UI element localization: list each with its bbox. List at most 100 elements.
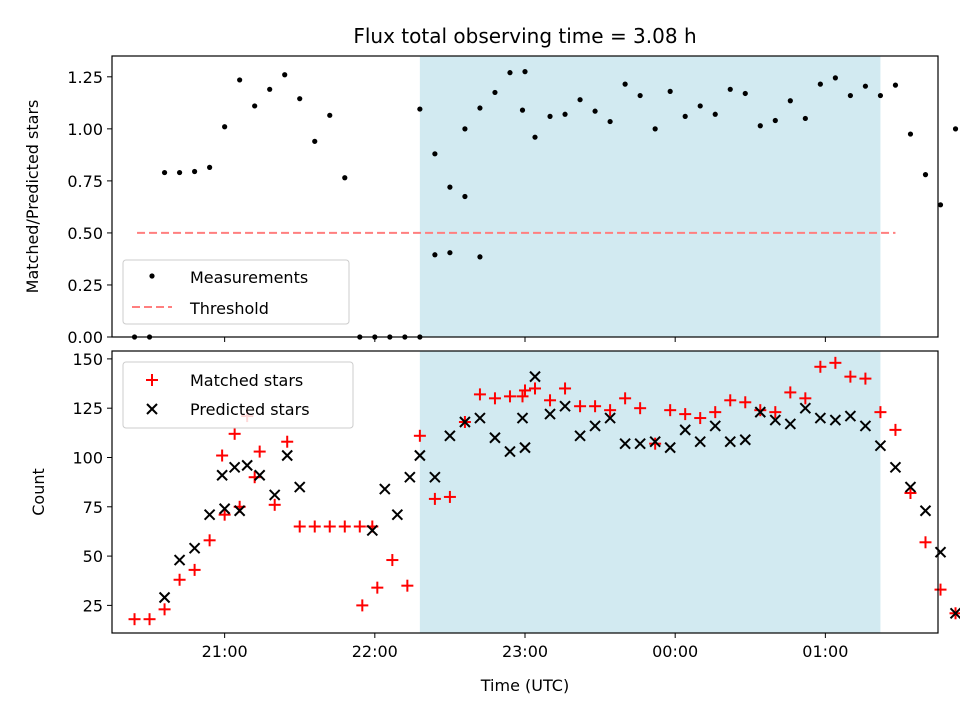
matched-stars-point: [473, 388, 486, 401]
predicted-stars-point: [829, 414, 842, 426]
predicted-stars-point: [559, 400, 571, 412]
measurement-point: [817, 81, 823, 87]
measurement-point: [492, 89, 498, 96]
matched-stars-point: [784, 386, 797, 399]
top-panel-data: [131, 69, 959, 340]
y-tick-label: 100: [72, 448, 103, 467]
predicted-stars-point: [173, 554, 186, 566]
matched-stars-point: [216, 449, 229, 462]
predicted-stars-point: [679, 424, 691, 436]
measurement-point: [297, 96, 303, 102]
predicted-stars-point: [404, 471, 416, 483]
measurement-point: [847, 92, 853, 99]
matched-stars-point: [589, 400, 602, 413]
measurement-point: [562, 111, 568, 117]
y-tick-label: 25: [83, 596, 103, 615]
predicted-stars-point: [516, 412, 529, 424]
top-panel-ticks: 0.00 0.25 0.50 0.75 1.00 1.25: [67, 68, 826, 347]
measurement-point: [667, 88, 673, 94]
matched-stars-point: [268, 498, 281, 511]
measurement-point: [877, 92, 884, 99]
matched-stars-point: [356, 599, 369, 612]
predicted-stars-point: [799, 402, 812, 414]
y-tick-label: 0.00: [67, 328, 103, 347]
predicted-stars-point: [228, 461, 241, 474]
matched-stars-point: [516, 390, 529, 403]
y-tick-label: 150: [72, 350, 103, 369]
bottom-panel: 25 50 75 100 125 150 21:00 22:00 23:00 00:00 01:00…: [29, 350, 960, 695]
measurement-point: [802, 115, 808, 122]
matched-stars-point: [574, 400, 587, 413]
matched-stars-point: [904, 486, 917, 499]
measurement-point: [547, 113, 553, 119]
measurement-point: [222, 124, 228, 130]
matched-stars-point: [874, 406, 887, 419]
y-tick-label: 1.25: [67, 68, 103, 87]
matched-stars-point: [218, 508, 231, 521]
predicted-stars-point: [366, 524, 379, 537]
measurement-point: [922, 172, 929, 178]
predicted-stars-point: [709, 420, 721, 432]
legend-box: [122, 361, 354, 429]
legend-label-measurements: Measurements: [190, 268, 308, 287]
matched-stars-point: [488, 392, 501, 405]
matched-stars-point: [679, 408, 692, 421]
y-tick-label: 50: [83, 547, 103, 566]
matched-stars-point: [559, 382, 572, 395]
measurement-point: [447, 250, 453, 256]
matched-stars-point: [754, 404, 767, 417]
measurement-point: [787, 98, 793, 104]
matched-stars-point: [829, 356, 842, 369]
measurement-point: [477, 254, 483, 260]
matched-stars-point: [664, 404, 677, 417]
predicted-stars-point: [529, 370, 541, 383]
predicted-stars-point: [544, 408, 556, 420]
predicted-stars-point: [724, 436, 736, 448]
measurement-point: [742, 90, 748, 97]
predicted-stars-point: [414, 449, 426, 462]
predicted-stars-point: [769, 414, 782, 426]
matched-stars-point: [428, 492, 441, 505]
predicted-stars-point: [203, 508, 216, 521]
measurement-point: [892, 82, 899, 88]
measurement-point: [937, 202, 944, 208]
legend-x-marker: [146, 403, 158, 415]
matched-stars-point: [503, 390, 516, 403]
top-panel-observing-window: [419, 56, 881, 337]
matched-stars-point: [338, 520, 351, 533]
predicted-stars-point: [814, 412, 827, 424]
measurement-point: [682, 113, 688, 119]
measurement-point: [342, 175, 348, 181]
predicted-stars-point: [739, 434, 751, 446]
measurement-point: [772, 117, 778, 124]
measurement-point: [697, 103, 703, 109]
measurement-point: [161, 169, 168, 176]
matched-stars-point: [323, 520, 336, 533]
predicted-stars-point: [379, 483, 391, 495]
predicted-stars-point: [634, 437, 646, 450]
y-tick-label: 1.00: [67, 120, 103, 139]
matched-stars-point: [308, 520, 321, 533]
matched-stars-point: [529, 382, 542, 395]
y-tick-label: 0.50: [67, 224, 103, 243]
matched-stars-point: [353, 520, 366, 533]
matched-stars-point: [799, 392, 812, 405]
bottom-panel-legend: Matched stars Predicted stars: [122, 361, 354, 429]
measurement-point: [327, 112, 333, 118]
matched-stars-point: [293, 520, 306, 533]
x-tick-label: 21:00: [202, 642, 248, 661]
matched-stars-point: [844, 370, 857, 383]
measurement-point: [637, 92, 643, 99]
bottom-panel-data: [128, 356, 960, 626]
predicted-stars-point: [429, 471, 441, 483]
predicted-stars-point: [519, 441, 531, 454]
predicted-stars-point: [904, 481, 917, 493]
x-tick-label: 23:00: [502, 642, 548, 661]
predicted-stars-point: [444, 430, 456, 442]
matched-stars-point: [739, 396, 752, 409]
predicted-stars-point: [664, 441, 676, 454]
matched-stars-point: [386, 554, 399, 567]
measurement-point: [532, 134, 538, 140]
top-panel-ylabel: Matched/Predicted stars: [23, 100, 42, 294]
